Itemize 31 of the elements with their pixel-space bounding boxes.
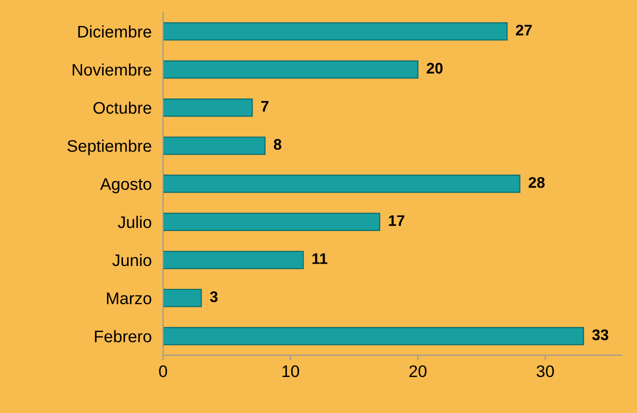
- x-tick-label: 0: [159, 365, 168, 378]
- y-tick-label: Septiembre: [67, 140, 152, 156]
- bar: [163, 288, 202, 308]
- bar: [163, 98, 253, 117]
- data-label: 7: [261, 101, 268, 112]
- bar: [163, 212, 380, 231]
- data-label: 28: [528, 177, 545, 188]
- data-label: 33: [592, 329, 608, 340]
- bar: [163, 22, 508, 41]
- y-tick-label: Octubre: [93, 102, 152, 114]
- data-label: 17: [388, 215, 404, 226]
- data-label: 20: [426, 62, 443, 74]
- bar: [163, 174, 520, 193]
- y-tick-label: Noviembre: [72, 63, 152, 76]
- data-label: 11: [312, 253, 328, 264]
- bar: [163, 250, 304, 270]
- y-tick-label: Diciembre: [78, 25, 152, 38]
- y-tick-label: Junio: [112, 254, 152, 266]
- y-tick-label: Febrero: [94, 330, 152, 342]
- data-label: 27: [516, 24, 532, 36]
- data-label: 3: [210, 291, 218, 302]
- y-tick-label: Julio: [118, 216, 152, 228]
- y-tick-label: Agosto: [100, 178, 152, 194]
- x-tick-label: 20: [409, 365, 426, 378]
- bar: [163, 327, 584, 346]
- y-tick-label: Marzo: [107, 292, 152, 304]
- x-tick-label: 30: [536, 365, 554, 378]
- data-label: 8: [274, 138, 282, 150]
- x-tick-label: 10: [282, 365, 300, 378]
- bar: [163, 136, 266, 155]
- bar: [163, 60, 418, 79]
